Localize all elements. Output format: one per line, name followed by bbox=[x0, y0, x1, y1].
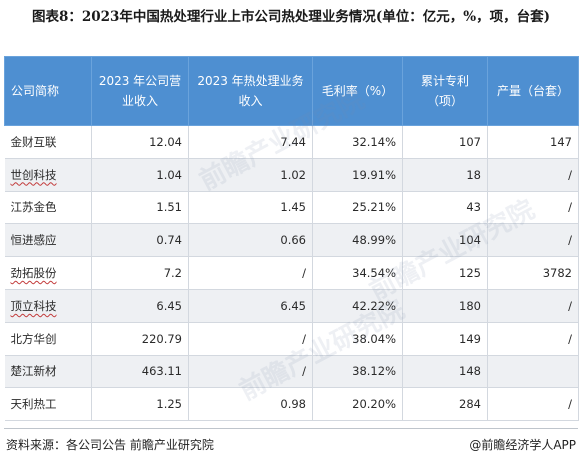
output-cell: 147 bbox=[487, 125, 579, 159]
output-cell: / bbox=[487, 191, 579, 225]
heat-treatment-revenue-cell: 1.45 bbox=[188, 191, 313, 225]
company-name-cell: 北方华创 bbox=[4, 322, 92, 356]
heat-treatment-revenue-cell: / bbox=[188, 322, 313, 356]
table-row: 恒进感应 0.74 0.66 48.99% 104 / bbox=[4, 223, 579, 258]
patents-cell: 125 bbox=[402, 256, 488, 290]
patents-cell: 284 bbox=[402, 387, 488, 422]
heat-treatment-revenue-cell: 0.98 bbox=[188, 387, 313, 422]
table-row: 天利热工 1.25 0.98 20.20% 284 / bbox=[4, 387, 579, 422]
patents-cell: 104 bbox=[402, 223, 488, 258]
source-note: 资料来源：各公司公告 前瞻产业研究院 bbox=[6, 438, 214, 452]
output-cell: 3782 bbox=[487, 256, 579, 290]
column-header-patents: 累计专利（项） bbox=[402, 56, 488, 126]
column-header-heat-treatment-revenue: 2023 年热处理业务收入 bbox=[188, 56, 313, 126]
column-header-gross-margin: 毛利率（%） bbox=[312, 56, 403, 126]
output-cell: / bbox=[487, 289, 579, 323]
table-row: 江苏金色 1.51 1.45 25.21% 43 / bbox=[4, 191, 579, 225]
gross-margin-cell: 32.14% bbox=[312, 125, 403, 159]
patents-cell: 107 bbox=[402, 125, 488, 159]
output-cell: / bbox=[487, 223, 579, 258]
heat-treatment-revenue-cell: 6.45 bbox=[188, 289, 313, 323]
gross-margin-cell: 34.54% bbox=[312, 256, 403, 290]
column-header-output: 产量（台套） bbox=[487, 56, 579, 126]
revenue-cell: 1.25 bbox=[91, 387, 189, 422]
header-row: 公司简称 2023 年公司营业收入 2023 年热处理业务收入 毛利率（%） 累… bbox=[4, 56, 579, 126]
footer: 资料来源：各公司公告 前瞻产业研究院 @前瞻经济学人APP bbox=[4, 428, 578, 459]
patents-cell: 43 bbox=[402, 191, 488, 225]
gross-margin-cell: 25.21% bbox=[312, 191, 403, 225]
output-cell: / bbox=[487, 387, 579, 422]
company-name-cell: 劲拓股份 bbox=[10, 266, 57, 281]
table-row: 楚江新材 463.11 / 38.12% 148 bbox=[4, 355, 579, 389]
brand-label: @前瞻经济学人APP bbox=[469, 438, 576, 452]
column-header-revenue: 2023 年公司营业收入 bbox=[91, 56, 189, 126]
gross-margin-cell: 19.91% bbox=[312, 158, 403, 192]
company-name-cell: 江苏金色 bbox=[4, 191, 92, 225]
table-row: 顶立科技 6.45 6.45 42.22% 180 / bbox=[4, 289, 579, 323]
revenue-cell: 0.74 bbox=[91, 223, 189, 258]
heat-treatment-revenue-cell: 0.66 bbox=[188, 223, 313, 258]
company-name-cell: 楚江新材 bbox=[4, 355, 92, 389]
patents-cell: 18 bbox=[402, 158, 488, 192]
data-table-container: 公司简称 2023 年公司营业收入 2023 年热处理业务收入 毛利率（%） 累… bbox=[4, 56, 579, 422]
heat-treatment-revenue-cell: / bbox=[188, 256, 313, 290]
data-table: 公司简称 2023 年公司营业收入 2023 年热处理业务收入 毛利率（%） 累… bbox=[4, 56, 579, 422]
chart-title: 图表8：2023年中国热处理行业上市公司热处理业务情况(单位：亿元，%，项，台套… bbox=[31, 9, 551, 25]
output-cell: / bbox=[487, 322, 579, 356]
heat-treatment-revenue-cell: 7.44 bbox=[188, 125, 313, 159]
gross-margin-cell: 38.12% bbox=[312, 355, 403, 389]
company-name-cell: 金财互联 bbox=[4, 125, 92, 159]
patents-cell: 148 bbox=[402, 355, 488, 389]
company-name-cell: 世创科技 bbox=[10, 167, 57, 182]
gross-margin-cell: 42.22% bbox=[312, 289, 403, 323]
table-row: 世创科技 1.04 1.02 19.91% 18 / bbox=[4, 158, 579, 192]
patents-cell: 149 bbox=[402, 322, 488, 356]
gross-margin-cell: 38.04% bbox=[312, 322, 403, 356]
gross-margin-cell: 48.99% bbox=[312, 223, 403, 258]
revenue-cell: 6.45 bbox=[91, 289, 189, 323]
heat-treatment-revenue-cell: 1.02 bbox=[188, 158, 313, 192]
output-cell bbox=[487, 355, 579, 389]
heat-treatment-revenue-cell: / bbox=[188, 355, 313, 389]
revenue-cell: 7.2 bbox=[91, 256, 189, 290]
revenue-cell: 1.04 bbox=[91, 158, 189, 192]
revenue-cell: 1.51 bbox=[91, 191, 189, 225]
column-header-company: 公司简称 bbox=[4, 56, 92, 126]
company-name-cell: 恒进感应 bbox=[4, 223, 92, 258]
table-row: 劲拓股份 7.2 / 34.54% 125 3782 bbox=[4, 256, 579, 290]
company-name-cell: 顶立科技 bbox=[10, 298, 57, 313]
output-cell: / bbox=[487, 158, 579, 192]
gross-margin-cell: 20.20% bbox=[312, 387, 403, 422]
table-row: 北方华创 220.79 / 38.04% 149 / bbox=[4, 322, 579, 356]
revenue-cell: 463.11 bbox=[91, 355, 189, 389]
company-name-cell: 天利热工 bbox=[4, 387, 92, 422]
table-row: 金财互联 12.04 7.44 32.14% 107 147 bbox=[4, 125, 579, 159]
revenue-cell: 12.04 bbox=[91, 125, 189, 159]
revenue-cell: 220.79 bbox=[91, 322, 189, 356]
patents-cell: 180 bbox=[402, 289, 488, 323]
